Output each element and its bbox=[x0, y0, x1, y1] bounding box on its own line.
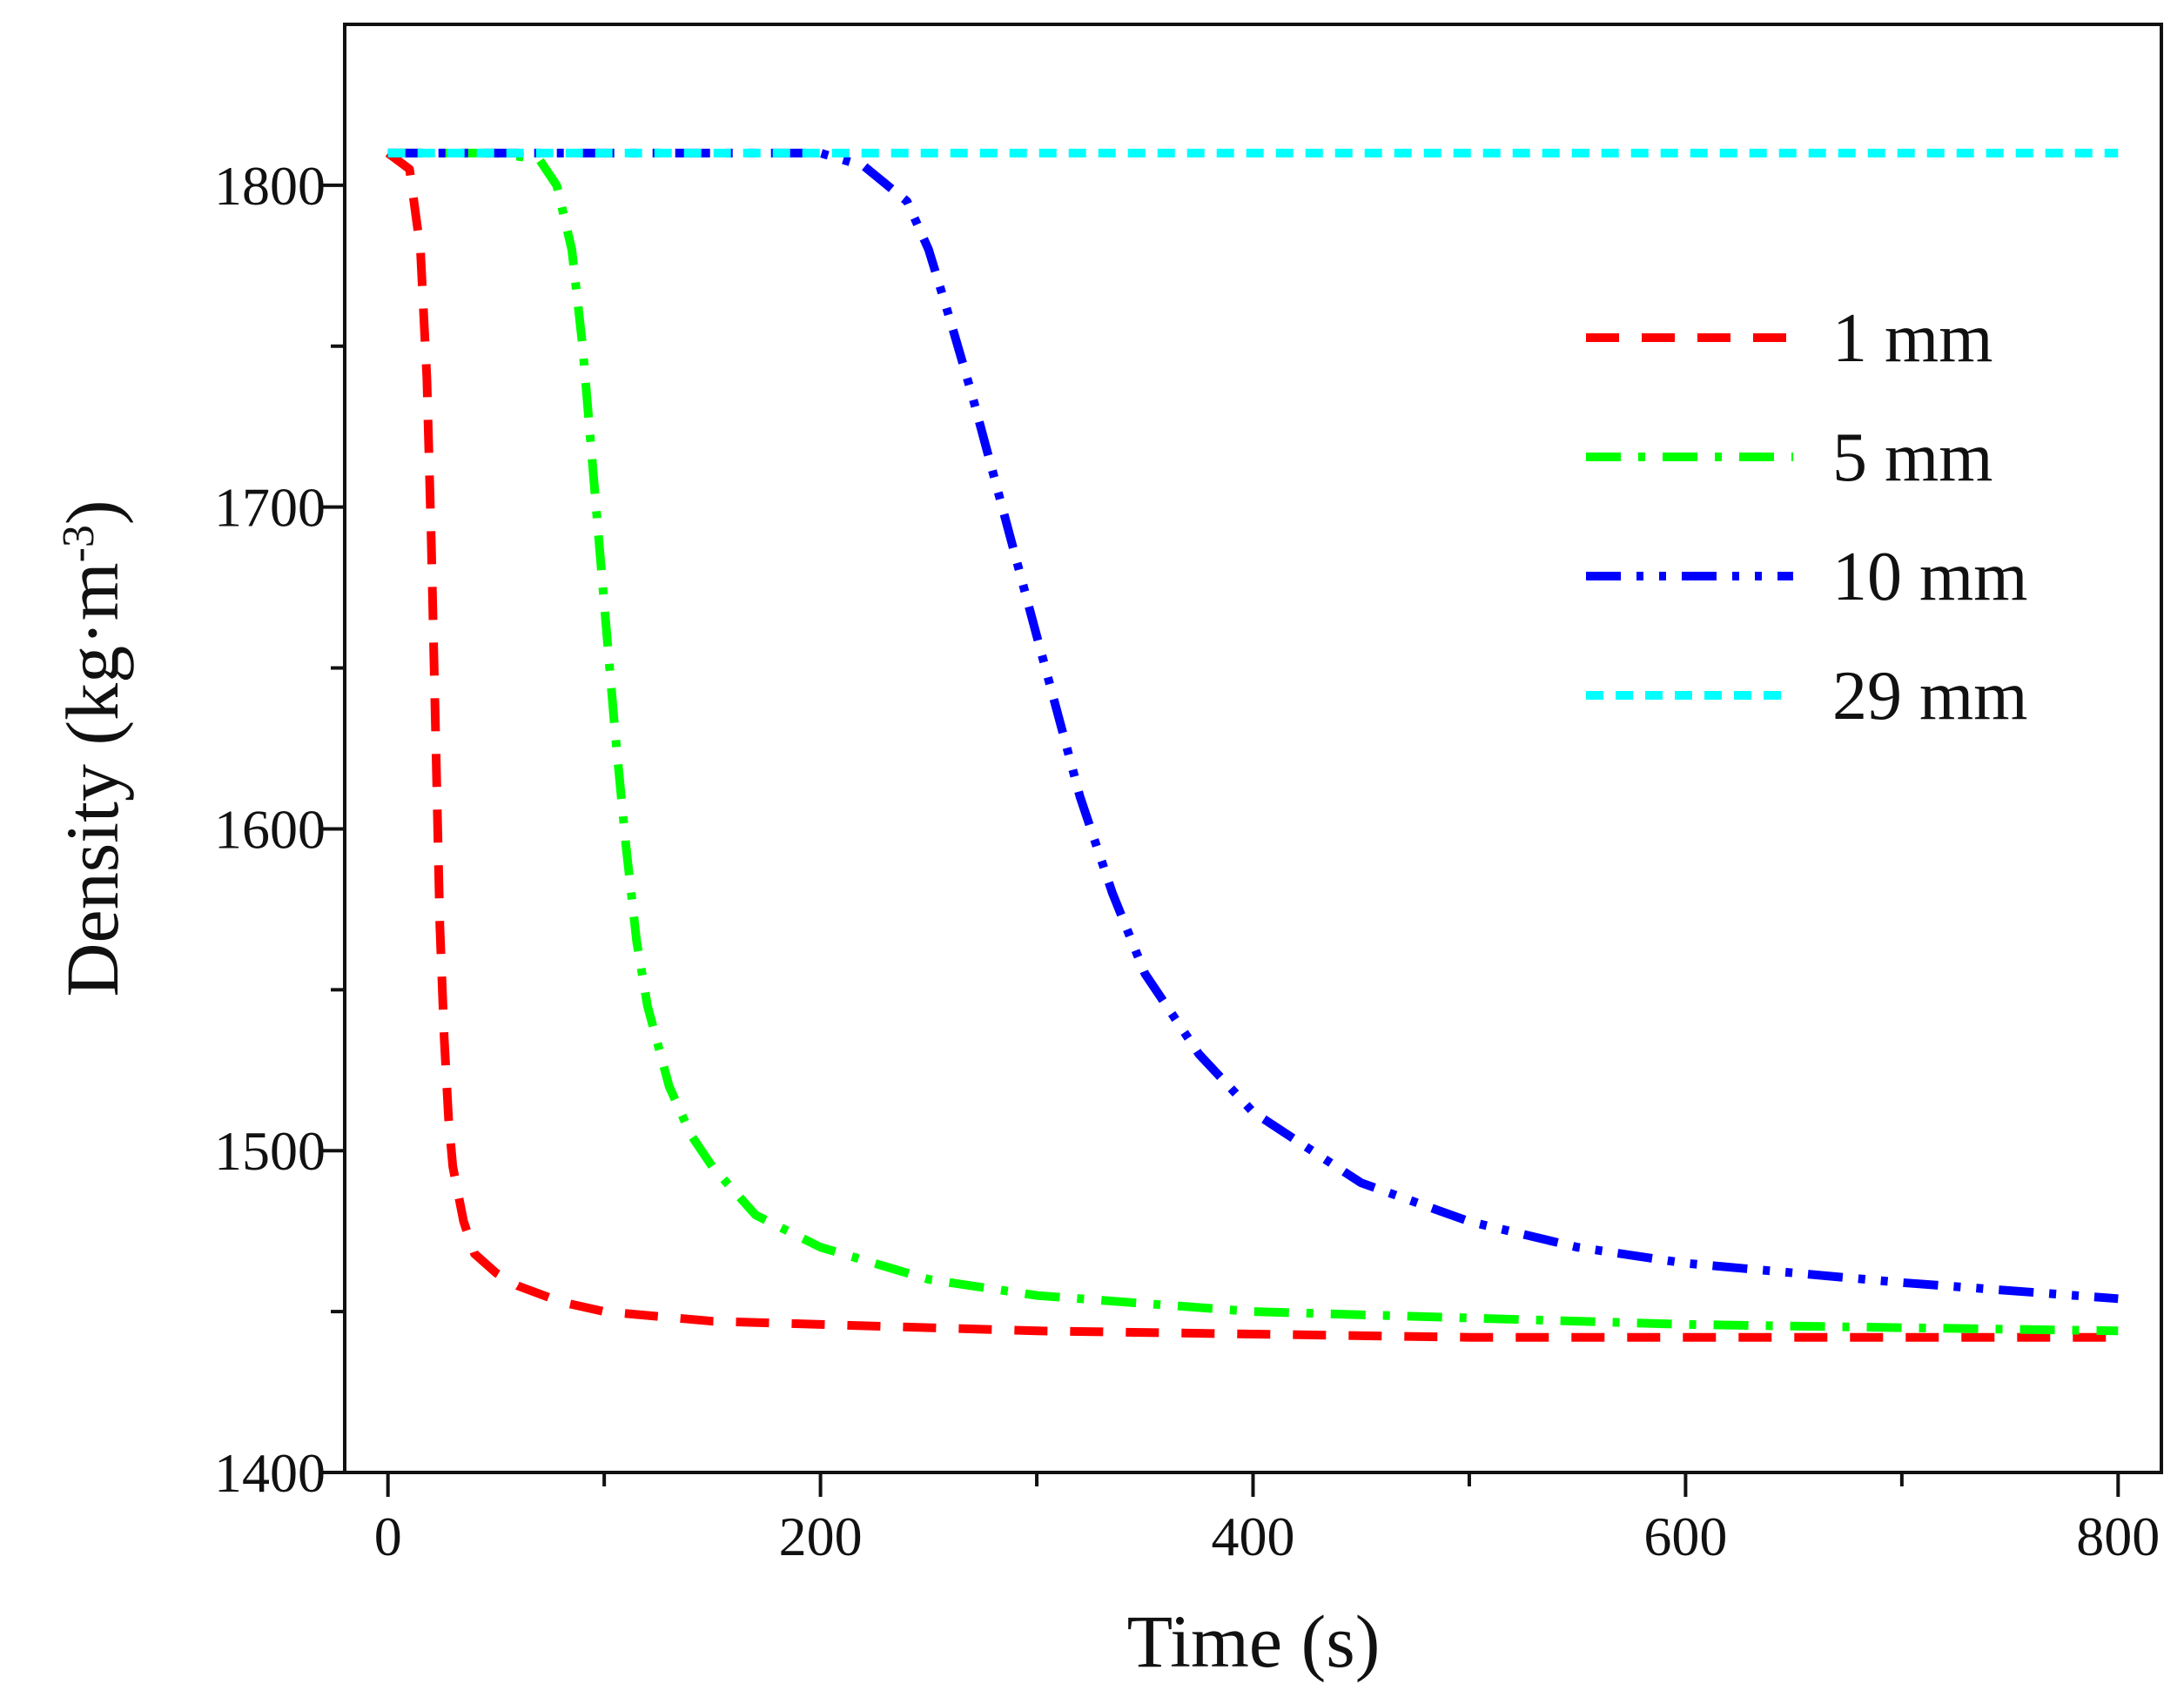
series-line-1-mm bbox=[385, 149, 2119, 1342]
y-tick-label: 1400 bbox=[214, 1442, 326, 1504]
y-axis-title-close: ) bbox=[50, 500, 134, 525]
y-tick-label: 1800 bbox=[214, 155, 326, 217]
series-layer bbox=[385, 148, 2119, 1342]
plot-frame bbox=[343, 23, 2163, 1474]
x-tick-label: 800 bbox=[2076, 1506, 2160, 1567]
x-tick-label: 200 bbox=[779, 1506, 863, 1567]
y-tick-label: 1600 bbox=[214, 798, 326, 860]
axis-ticks bbox=[320, 183, 2120, 1497]
legend: 1 mm 5 mm 10 mm 29 mm bbox=[1586, 300, 2027, 734]
x-tick-label: 600 bbox=[1643, 1506, 1727, 1567]
x-tick-label: 0 bbox=[374, 1506, 402, 1567]
x-tick-labels: 0 200 400 600 800 bbox=[374, 1506, 2160, 1567]
legend-label: 29 mm bbox=[1832, 658, 2027, 734]
y-tick-label: 1500 bbox=[214, 1120, 326, 1182]
legend-label: 5 mm bbox=[1832, 419, 1992, 496]
x-tick-label: 400 bbox=[1212, 1506, 1295, 1567]
y-axis-title: Density (kg·m-3) bbox=[50, 500, 134, 996]
y-tick-label: 1700 bbox=[214, 477, 326, 539]
legend-label: 10 mm bbox=[1832, 539, 2027, 615]
y-axis-title-superscript: -3 bbox=[54, 525, 104, 562]
y-axis-title-main: Density (kg·m bbox=[50, 562, 134, 996]
legend-label: 1 mm bbox=[1832, 300, 1992, 377]
series-line-5-mm bbox=[387, 148, 2119, 1336]
x-axis-title: Time (s) bbox=[1127, 1600, 1381, 1683]
y-tick-labels: 1400 1500 1600 1700 1800 bbox=[214, 155, 326, 1504]
